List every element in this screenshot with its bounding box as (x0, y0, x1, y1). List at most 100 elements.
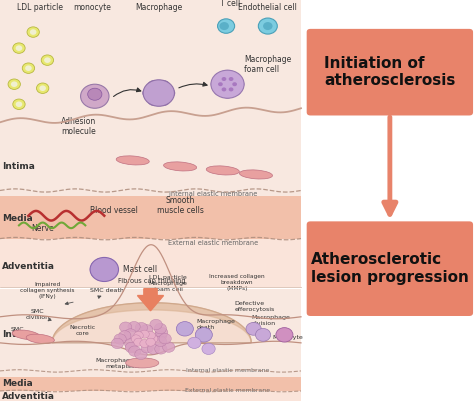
Circle shape (228, 77, 233, 81)
Text: Intima: Intima (2, 330, 35, 339)
Circle shape (148, 335, 158, 343)
Circle shape (140, 330, 149, 338)
Circle shape (232, 82, 237, 86)
Circle shape (141, 342, 153, 353)
Circle shape (135, 322, 147, 333)
Circle shape (95, 274, 103, 280)
Circle shape (146, 332, 155, 340)
Circle shape (100, 275, 108, 282)
Circle shape (276, 328, 293, 342)
Circle shape (218, 82, 223, 86)
Circle shape (231, 87, 241, 95)
Circle shape (263, 22, 273, 30)
Text: LDL particle
Macrophage
foam cell: LDL particle Macrophage foam cell (149, 275, 188, 292)
Circle shape (119, 322, 132, 332)
Text: External elastic membrane: External elastic membrane (185, 388, 270, 393)
Text: SMC: SMC (10, 327, 24, 332)
Text: Endothelial cell: Endothelial cell (238, 3, 297, 12)
Text: Adventitia: Adventitia (2, 262, 55, 271)
Circle shape (41, 55, 54, 65)
Circle shape (111, 338, 124, 349)
Polygon shape (52, 303, 251, 343)
Circle shape (106, 259, 113, 265)
Circle shape (164, 88, 175, 98)
Polygon shape (52, 303, 251, 343)
Circle shape (16, 45, 22, 51)
Bar (0, 196, 301, 239)
Circle shape (148, 96, 159, 105)
Circle shape (22, 63, 35, 73)
Circle shape (223, 70, 232, 78)
Text: External elastic membrane: External elastic membrane (168, 240, 258, 245)
Circle shape (81, 84, 109, 108)
Circle shape (135, 349, 147, 360)
Text: Fibrous cap thinning: Fibrous cap thinning (118, 278, 185, 284)
Circle shape (134, 332, 143, 340)
Text: Macrophage
division: Macrophage division (251, 315, 290, 326)
Circle shape (148, 81, 159, 90)
Circle shape (158, 96, 170, 105)
Text: Media: Media (2, 379, 33, 388)
Circle shape (13, 99, 25, 109)
Ellipse shape (12, 330, 40, 340)
Circle shape (90, 266, 98, 273)
Text: Macrophage: Macrophage (135, 3, 182, 12)
Circle shape (44, 57, 51, 63)
Text: LDL particle: LDL particle (17, 3, 63, 12)
Text: Atherosclerotic
lesion progression: Atherosclerotic lesion progression (311, 253, 469, 285)
Bar (0, 391, 301, 401)
Bar (0, 0, 301, 196)
Circle shape (155, 344, 167, 354)
Circle shape (218, 19, 235, 33)
Text: Adhesion
molecule: Adhesion molecule (61, 117, 96, 136)
Circle shape (30, 29, 36, 35)
Text: Macrophage
death: Macrophage death (197, 319, 236, 330)
Ellipse shape (164, 162, 197, 171)
Circle shape (188, 337, 201, 348)
Circle shape (258, 18, 277, 34)
Text: Necrotic
core: Necrotic core (70, 325, 96, 336)
Circle shape (235, 80, 244, 88)
Circle shape (91, 262, 99, 268)
Circle shape (106, 274, 113, 280)
Circle shape (195, 328, 212, 342)
Circle shape (228, 87, 233, 91)
Circle shape (155, 327, 168, 338)
Circle shape (221, 87, 226, 91)
Circle shape (202, 343, 215, 354)
Circle shape (27, 27, 39, 37)
Text: Internal elastic membrane: Internal elastic membrane (186, 368, 269, 373)
Text: Internal elastic membrane: Internal elastic membrane (169, 192, 257, 197)
Circle shape (150, 319, 162, 330)
Text: Monocyte: Monocyte (273, 335, 303, 340)
Circle shape (154, 323, 166, 334)
FancyBboxPatch shape (307, 29, 473, 115)
Circle shape (128, 322, 140, 332)
Circle shape (211, 80, 220, 88)
Circle shape (231, 73, 241, 81)
Circle shape (11, 81, 18, 87)
Circle shape (155, 336, 167, 346)
Circle shape (125, 342, 137, 353)
Circle shape (100, 257, 108, 264)
Text: Increased collagen
breakdown
(MMPs): Increased collagen breakdown (MMPs) (209, 274, 265, 290)
Text: Initiation of
atherosclerosis: Initiation of atherosclerosis (324, 56, 456, 88)
Text: Mast cell: Mast cell (123, 265, 157, 274)
Circle shape (111, 266, 118, 273)
Ellipse shape (239, 170, 273, 179)
Circle shape (140, 324, 153, 335)
Text: Defective
efferocytosis: Defective efferocytosis (235, 301, 275, 312)
Text: Macrophage
foam cell: Macrophage foam cell (244, 55, 292, 74)
Circle shape (176, 322, 193, 336)
Bar (0, 377, 301, 391)
Circle shape (114, 334, 126, 344)
Text: Macrophage-SMC
metaplasia: Macrophage-SMC metaplasia (96, 358, 151, 369)
Circle shape (88, 88, 102, 100)
Circle shape (211, 70, 244, 98)
Text: Nerve: Nerve (31, 224, 54, 233)
Circle shape (90, 257, 118, 282)
Circle shape (36, 83, 49, 93)
Text: SMC
division: SMC division (26, 309, 50, 320)
Circle shape (95, 259, 103, 265)
Text: SMC death: SMC death (90, 288, 124, 293)
